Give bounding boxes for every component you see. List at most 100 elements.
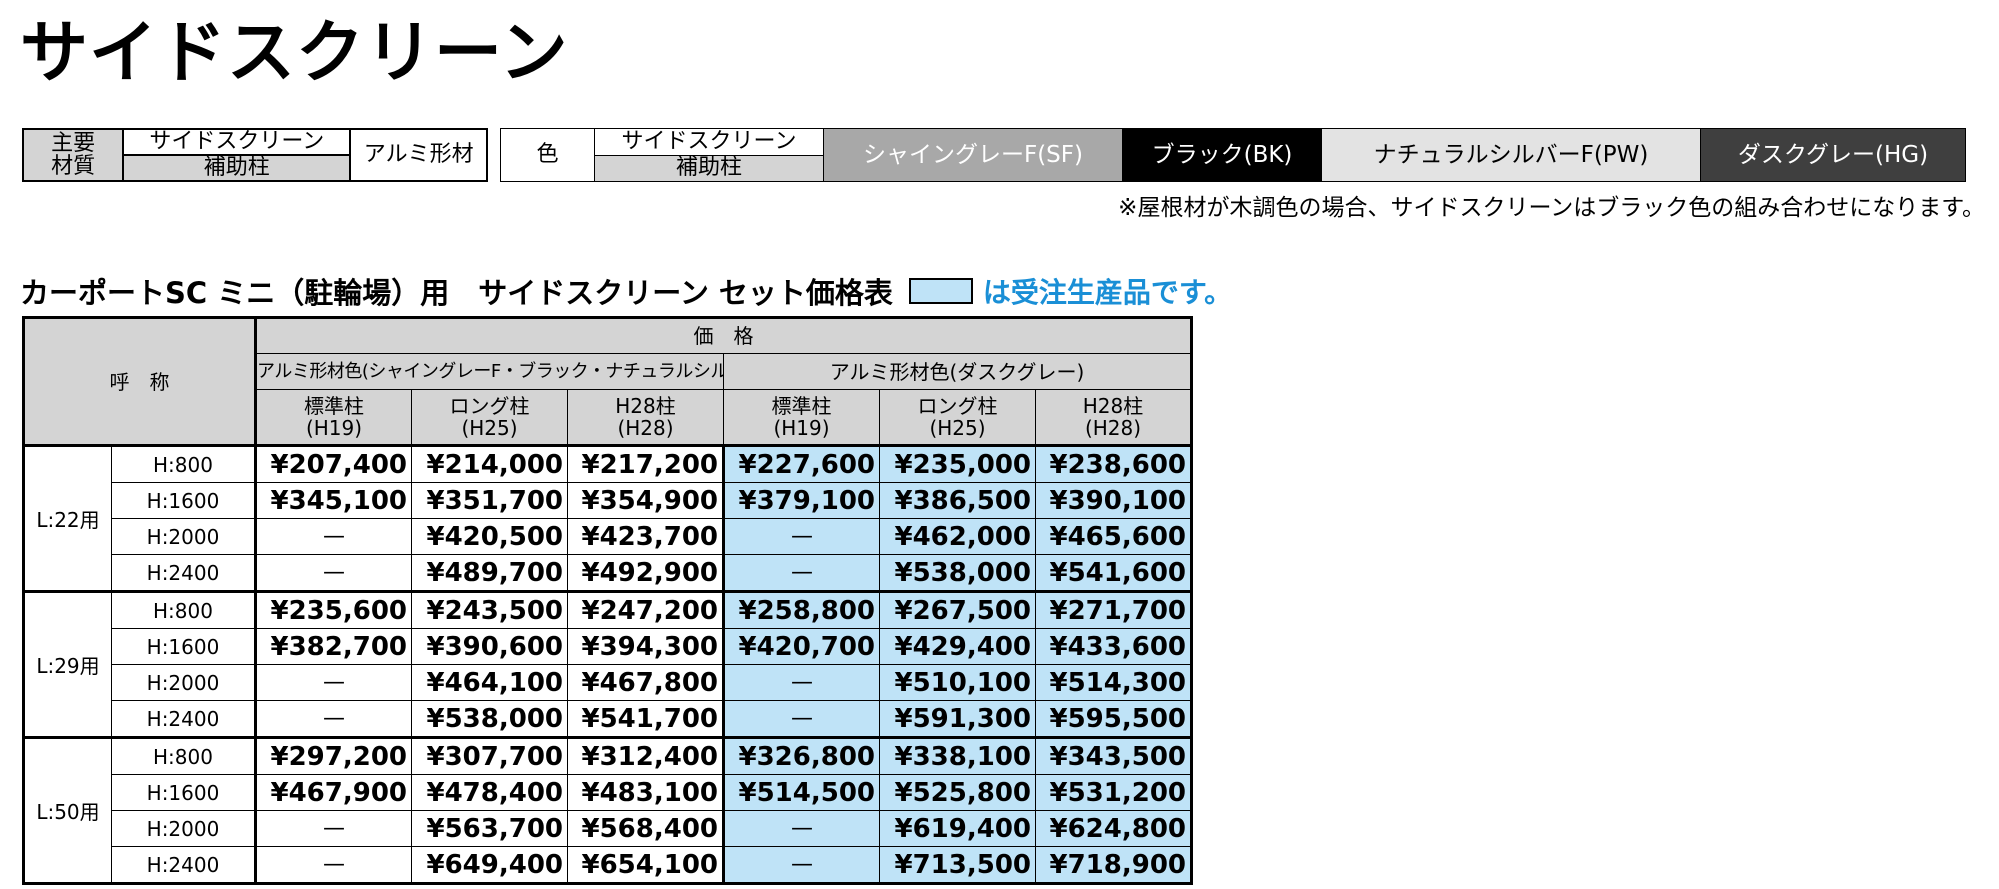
price-cell: — <box>254 554 412 593</box>
price-cell: ¥326,800 <box>722 737 880 775</box>
price-cell: ¥595,500 <box>1035 700 1193 739</box>
table-row: H:1600 ¥467,900 ¥478,400 ¥483,100 ¥514,500 ¥5… <box>24 774 1193 811</box>
price-cell: ¥483,100 <box>567 774 724 811</box>
price-cell: ¥390,600 <box>411 628 568 665</box>
price-cell: — <box>254 700 412 739</box>
column-header: ロング柱 (H25) <box>879 389 1036 446</box>
height-label: H:2400 <box>111 554 256 593</box>
price-cell: ¥420,700 <box>722 628 880 665</box>
column-header-sub: (H25) <box>929 416 986 440</box>
price-cell: ¥338,100 <box>879 737 1036 775</box>
height-label: H:2400 <box>111 846 256 885</box>
width-group-label: L:50用 <box>22 737 112 885</box>
group-header-standard: アルミ形材色(シャイングレーF・ブラック・ナチュラルシルバーF) <box>254 353 724 390</box>
color-swatch-bk: ブラック(BK) <box>1122 128 1322 182</box>
column-header-name: H28柱 <box>1082 394 1144 418</box>
price-cell: ¥423,700 <box>567 518 724 555</box>
height-label: H:1600 <box>111 482 256 519</box>
price-cell: ¥514,500 <box>722 774 880 811</box>
column-header: H28柱 (H28) <box>567 389 724 446</box>
column-header-row: 標準柱 (H19) ロング柱 (H25) H28柱 (H28) 標準柱 (H19) ロング柱 (H… <box>24 389 1193 446</box>
column-header-sub: (H28) <box>617 416 674 440</box>
table-row: L:50用 H:800 ¥297,200 ¥307,700 ¥312,400 ¥326,8… <box>22 737 1193 885</box>
column-header-name: H28柱 <box>615 394 676 418</box>
price-cell: ¥541,600 <box>1035 554 1193 593</box>
price-cell: — <box>722 700 880 739</box>
price-cell: ¥235,000 <box>879 444 1036 483</box>
height-label: H:800 <box>111 591 256 629</box>
height-label: H:2000 <box>111 810 256 847</box>
price-cell: ¥207,400 <box>254 444 412 483</box>
table-row: H:1600 ¥345,100 ¥351,700 ¥354,900 ¥379,100 ¥3… <box>24 482 1193 519</box>
price-cell: — <box>722 664 880 701</box>
price-cell: ¥568,400 <box>567 810 724 847</box>
price-cell: ¥382,700 <box>254 628 412 665</box>
made-to-order-swatch <box>908 278 973 304</box>
table-row: H:2400— ¥649,400 ¥654,100— ¥713,500 ¥718,900 <box>24 846 1193 885</box>
column-header: 標準柱 (H19) <box>254 389 412 446</box>
table-row: H:2000— ¥420,500 ¥423,700— ¥462,000 ¥465,600 <box>24 518 1193 555</box>
price-cell: ¥420,500 <box>411 518 568 555</box>
height-label: H:2000 <box>111 664 256 701</box>
column-header: ロング柱 (H25) <box>411 389 568 446</box>
price-cell: ¥538,000 <box>411 700 568 739</box>
price-cell: ¥238,600 <box>1035 444 1193 483</box>
price-cell: ¥492,900 <box>567 554 724 593</box>
price-cell: — <box>254 664 412 701</box>
price-cell: ¥227,600 <box>722 444 880 483</box>
height-label: H:800 <box>111 444 256 483</box>
color-table: 色 サイドスクリーン シャイングレーF(SF) ブラック(BK) ナチュラルシル… <box>500 128 1966 182</box>
column-header-name: 標準柱 <box>304 394 364 418</box>
price-cell: ¥312,400 <box>567 737 724 775</box>
price-cell: ¥591,300 <box>879 700 1036 739</box>
price-cell: ¥465,600 <box>1035 518 1193 555</box>
column-header: 標準柱 (H19) <box>723 389 880 446</box>
price-cell: ¥467,800 <box>567 664 724 701</box>
price-cell: ¥462,000 <box>879 518 1036 555</box>
price-cell: ¥214,000 <box>411 444 568 483</box>
price-cell: — <box>254 518 412 555</box>
price-cell: ¥235,600 <box>254 591 412 629</box>
price-cell: ¥429,400 <box>879 628 1036 665</box>
price-cell: ¥247,200 <box>567 591 724 629</box>
price-cell: ¥354,900 <box>567 482 724 519</box>
price-cell: ¥386,500 <box>879 482 1036 519</box>
table-row: H:2000— ¥563,700 ¥568,400— ¥619,400 ¥624,800 <box>24 810 1193 847</box>
table-row: H:1600 ¥382,700 ¥390,600 ¥394,300 ¥420,700 ¥4… <box>24 628 1193 665</box>
height-label: H:800 <box>111 737 256 775</box>
price-cell: ¥654,100 <box>567 846 724 885</box>
material-part-bottom: 補助柱 <box>122 154 352 182</box>
height-label: H:2000 <box>111 518 256 555</box>
table-row: H:2000— ¥464,100 ¥467,800— ¥510,100 ¥514,300 <box>24 664 1193 701</box>
page-title: サイドスクリーン <box>20 14 569 93</box>
price-cell: ¥217,200 <box>567 444 724 483</box>
price-cell: ¥489,700 <box>411 554 568 593</box>
material-header: 主要材質 <box>21 128 125 182</box>
color-swatch-hg: ダスクグレー(HG) <box>1700 128 1966 182</box>
price-cell: ¥563,700 <box>411 810 568 847</box>
column-header-name: ロング柱 <box>449 394 530 418</box>
price-cell: ¥343,500 <box>1035 737 1193 775</box>
color-part-top: サイドスクリーン <box>594 128 824 156</box>
price-cell: ¥390,100 <box>1035 482 1193 519</box>
price-cell: — <box>254 810 412 847</box>
table-row: L:29用 H:800 ¥235,600 ¥243,500 ¥247,200 ¥258,8… <box>22 591 1193 739</box>
color-swatch-sf: シャイングレーF(SF) <box>823 128 1123 182</box>
price-cell: ¥531,200 <box>1035 774 1193 811</box>
price-cell: ¥718,900 <box>1035 846 1193 885</box>
wood-color-note: ※屋根材が木調色の場合、サイドスクリーンはブラック色の組み合わせになります。 <box>1118 195 1985 221</box>
price-cell: — <box>722 846 880 885</box>
price-cell: ¥478,400 <box>411 774 568 811</box>
price-cell: — <box>254 846 412 885</box>
color-swatch-pw: ナチュラルシルバーF(PW) <box>1321 128 1701 182</box>
column-header-sub: (H19) <box>773 416 830 440</box>
legend-text: は受注生産品です。 <box>982 276 1233 309</box>
price-cell: ¥619,400 <box>879 810 1036 847</box>
table-row: L:22用 H:800 ¥207,400 ¥214,000 ¥217,200 ¥227,6… <box>22 444 1193 593</box>
color-part-bottom: 補助柱 <box>594 154 824 182</box>
price-cell: ¥538,000 <box>879 554 1036 593</box>
height-label: H:1600 <box>111 774 256 811</box>
width-group-label: L:22用 <box>22 444 112 593</box>
column-header-name: 標準柱 <box>771 394 832 418</box>
price-header: 価 格 <box>254 316 1193 354</box>
